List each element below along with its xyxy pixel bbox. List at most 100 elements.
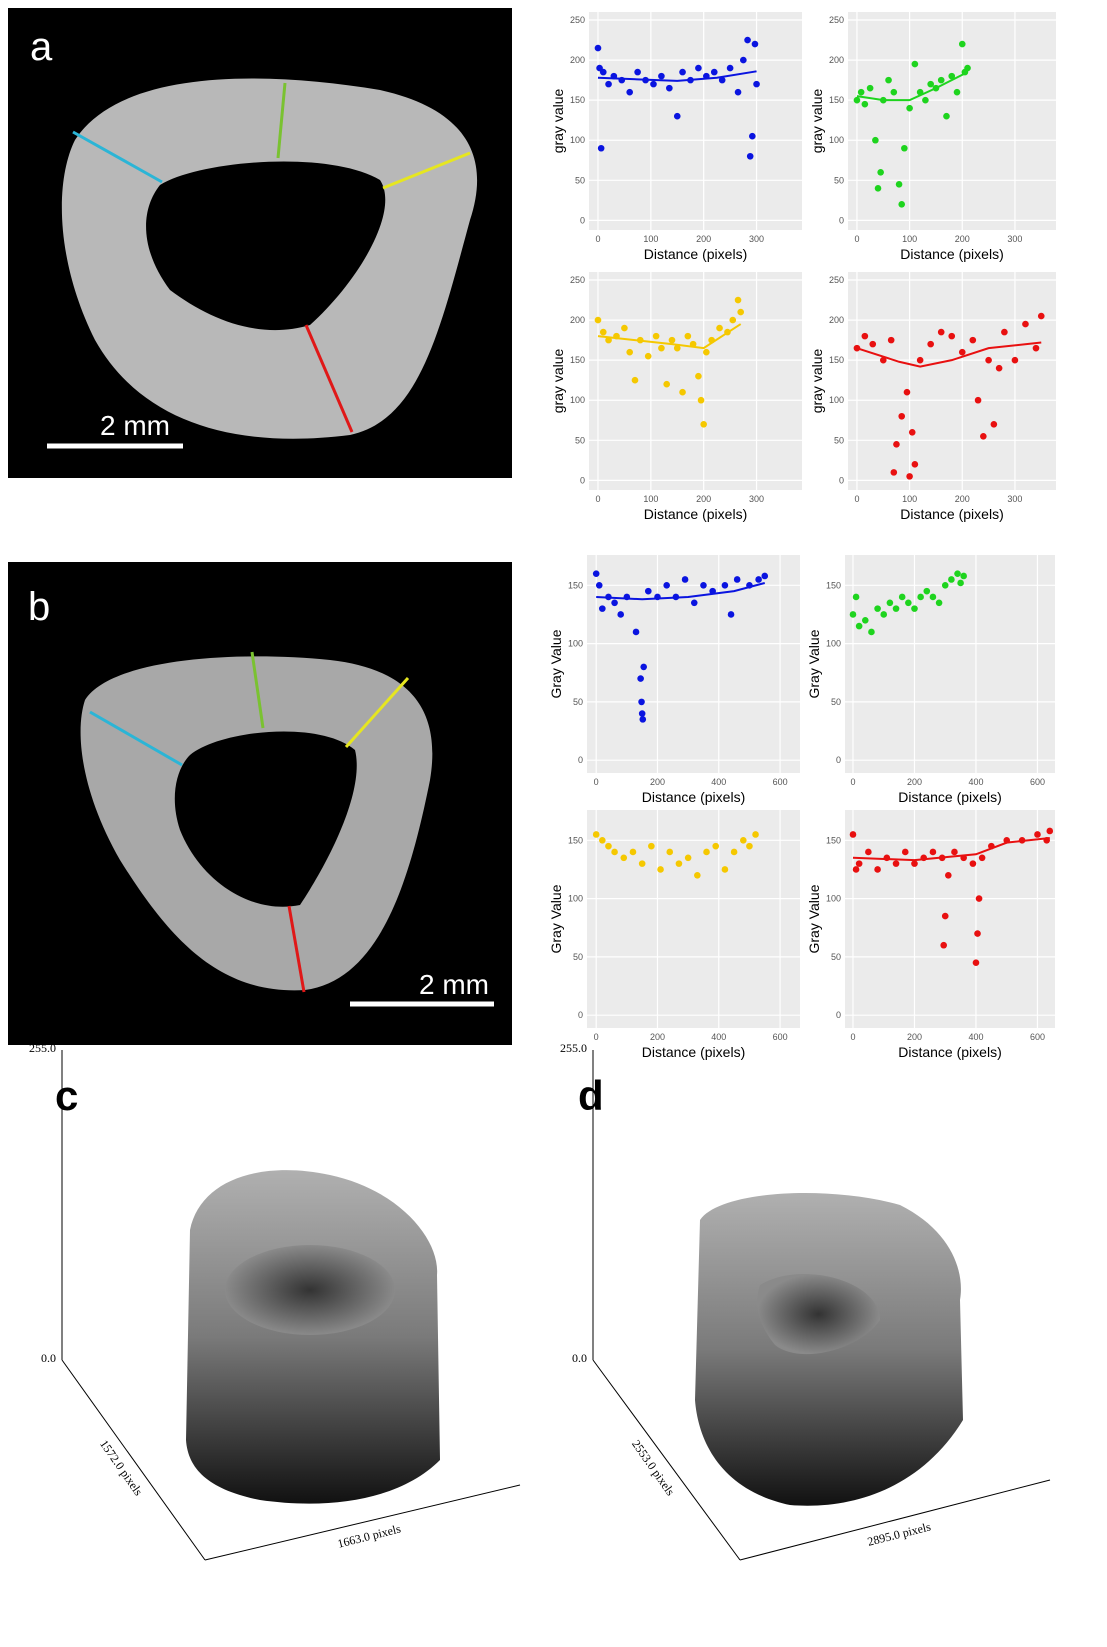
point xyxy=(710,68,718,76)
x-axis-title: Distance (pixels) xyxy=(644,506,747,522)
y-axis-title: Gray Value xyxy=(548,629,564,698)
surface-plot-c: c 255.0 0.0 1572.0 pixels 1663.0 pixels xyxy=(29,1041,521,1561)
point xyxy=(657,866,664,873)
y-axis-title: gray value xyxy=(809,88,825,153)
x-tick-label: 100 xyxy=(902,494,917,504)
x-axis-title: Distance (pixels) xyxy=(642,1044,745,1060)
fit-line xyxy=(852,836,1050,862)
y-tick-label: 100 xyxy=(568,639,583,649)
point xyxy=(626,348,633,356)
point xyxy=(595,582,603,589)
y-tick-label: 100 xyxy=(829,395,844,405)
point xyxy=(872,136,879,144)
point xyxy=(901,144,908,152)
chart: 0 50 100 150 0 200 400 600 Distance (pixels) Gray… xyxy=(548,810,800,1060)
point xyxy=(895,181,903,188)
point xyxy=(980,433,987,440)
point xyxy=(599,328,607,336)
point xyxy=(658,72,665,80)
point xyxy=(974,396,982,404)
point xyxy=(969,336,977,344)
panel-label: c xyxy=(55,1072,78,1119)
point xyxy=(673,112,681,120)
point xyxy=(1011,356,1019,364)
point xyxy=(917,593,924,601)
point xyxy=(869,340,877,348)
point xyxy=(703,348,710,356)
y-tick-label: 50 xyxy=(575,175,585,185)
y-tick-label: 250 xyxy=(829,15,844,25)
fit-line xyxy=(596,582,766,601)
x-tick-label: 0 xyxy=(854,494,859,504)
point xyxy=(726,64,734,72)
y-tick-label: 150 xyxy=(829,355,844,365)
point xyxy=(945,871,952,879)
point xyxy=(929,593,937,601)
x-tick-label: 0 xyxy=(850,777,855,787)
point xyxy=(752,831,759,838)
x-tick-label: 0 xyxy=(854,234,859,244)
point xyxy=(599,837,606,844)
y-tick-label: 50 xyxy=(573,697,583,707)
point xyxy=(911,60,919,68)
point xyxy=(958,348,966,356)
point xyxy=(958,40,966,48)
image-a: a 2 mm xyxy=(8,8,512,478)
fit-line xyxy=(597,323,742,350)
plot-area xyxy=(587,555,800,773)
y-tick-label: 250 xyxy=(829,275,844,285)
y-tick-label: 250 xyxy=(570,275,585,285)
y-tick-label: 0 xyxy=(839,475,844,485)
x-tick-label: 300 xyxy=(1007,234,1022,244)
point xyxy=(746,842,753,850)
y-tick-label: 150 xyxy=(570,95,585,105)
point xyxy=(755,576,762,583)
panel-label: a xyxy=(30,25,53,69)
point xyxy=(638,698,645,706)
y-tick-label: 0 xyxy=(839,215,844,225)
point xyxy=(658,344,665,352)
depth-label: 2553.0 pixels xyxy=(629,1437,678,1498)
x-tick-label: 400 xyxy=(711,1032,726,1042)
point xyxy=(954,570,961,577)
y-tick-label: 150 xyxy=(829,95,844,105)
x-tick-label: 100 xyxy=(902,234,917,244)
point xyxy=(639,716,647,723)
x-tick-label: 300 xyxy=(1007,494,1022,504)
point xyxy=(684,332,692,340)
point xyxy=(877,168,884,176)
point xyxy=(605,842,612,850)
point xyxy=(957,579,964,587)
y-tick-label: 200 xyxy=(829,315,844,325)
fit-line xyxy=(856,341,1042,368)
point xyxy=(697,396,705,404)
y-tick-label: 0 xyxy=(836,755,841,765)
point xyxy=(960,572,967,580)
point xyxy=(985,356,992,364)
y-axis-title: Gray Value xyxy=(548,884,564,953)
point xyxy=(716,324,723,332)
point xyxy=(1037,312,1045,320)
chart: 0 50 100 150 0 200 400 600 Distance (pixels) Gray… xyxy=(548,555,800,805)
point xyxy=(632,628,640,636)
point xyxy=(690,599,698,607)
point xyxy=(893,441,900,448)
image-b: b 2 mm xyxy=(8,562,512,1045)
point xyxy=(673,344,681,352)
depth-label: 1572.0 pixels xyxy=(97,1437,146,1498)
x-tick-label: 100 xyxy=(643,494,658,504)
point xyxy=(700,420,707,428)
point xyxy=(974,930,981,937)
y-tick-label: 100 xyxy=(826,639,841,649)
x-tick-label: 400 xyxy=(968,1032,983,1042)
point xyxy=(746,152,754,160)
x-tick-label: 400 xyxy=(711,777,726,787)
point xyxy=(712,842,720,850)
point xyxy=(948,332,956,340)
x-tick-label: 300 xyxy=(749,494,764,504)
x-tick-label: 0 xyxy=(594,777,599,787)
x-axis-title: Distance (pixels) xyxy=(898,789,1001,805)
y-tick-label: 0 xyxy=(578,1010,583,1020)
y-tick-label: 150 xyxy=(568,835,583,845)
